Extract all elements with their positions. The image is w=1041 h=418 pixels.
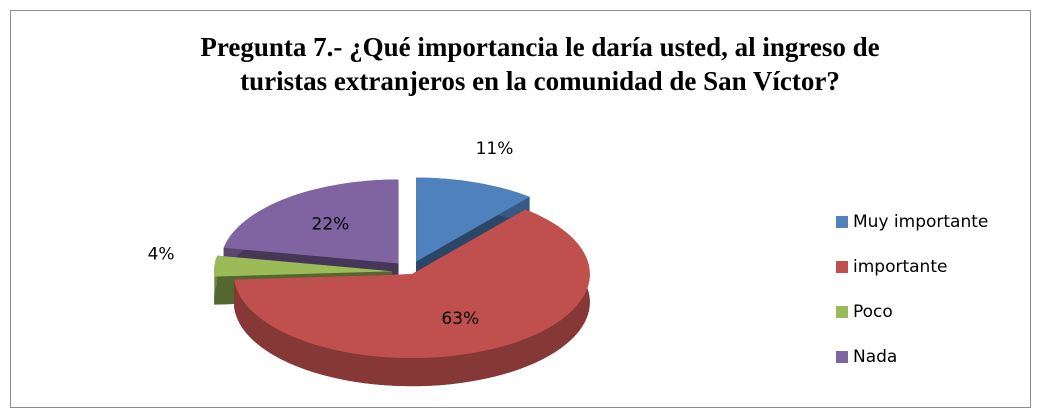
legend-label: Poco bbox=[853, 302, 893, 322]
legend-swatch bbox=[836, 306, 848, 318]
slice bbox=[234, 209, 590, 359]
legend-swatch bbox=[836, 351, 848, 363]
slice bbox=[416, 177, 530, 262]
slice bbox=[214, 255, 393, 277]
data-label: 63% bbox=[441, 309, 479, 329]
chart-title: Pregunta 7.- ¿Qué importancia le daría u… bbox=[200, 32, 879, 62]
data-label: 4% bbox=[148, 244, 175, 264]
slice bbox=[223, 179, 399, 264]
data-label: 22% bbox=[312, 215, 350, 235]
chart-title: turistas extranjeros en la comunidad de … bbox=[240, 66, 840, 96]
legend-label: Muy importante bbox=[853, 212, 988, 232]
legend-label: Nada bbox=[853, 347, 897, 367]
legend-label: importante bbox=[853, 257, 947, 277]
legend-swatch bbox=[836, 261, 848, 273]
data-label: 11% bbox=[476, 139, 514, 159]
legend-swatch bbox=[836, 216, 848, 228]
